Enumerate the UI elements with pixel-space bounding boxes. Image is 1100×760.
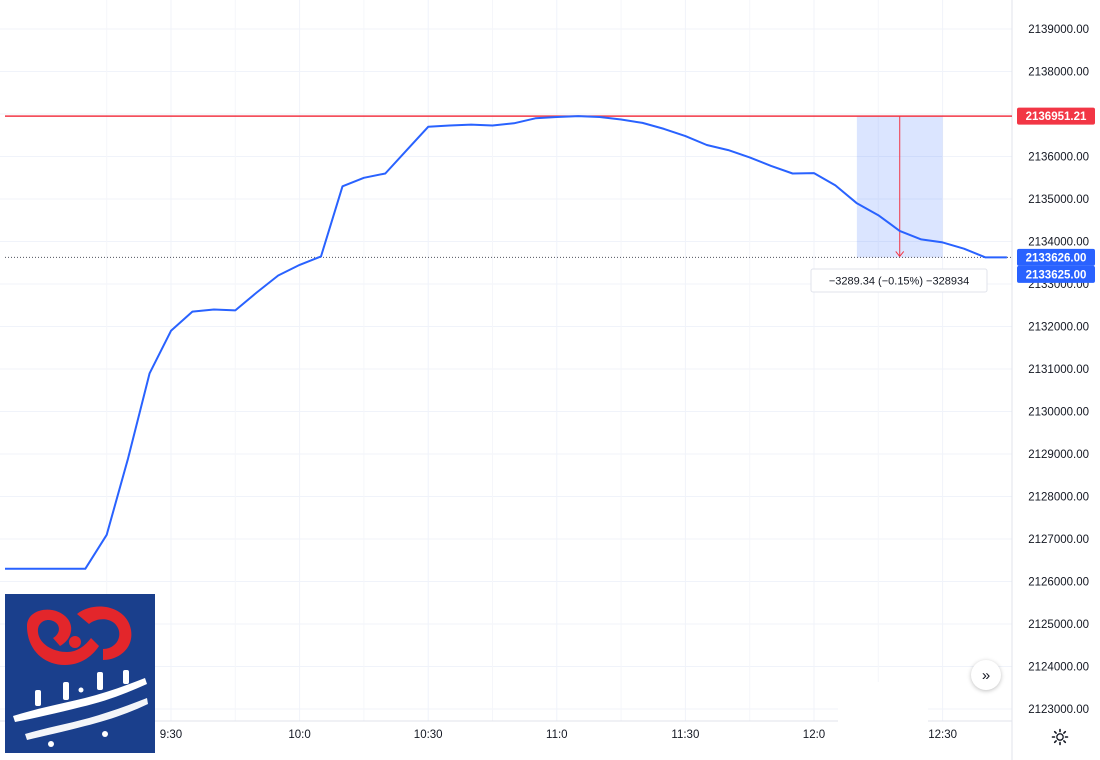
price-tick-label: 2123000.00	[1028, 704, 1089, 716]
horizontal-lines	[5, 115, 1012, 258]
time-tick-label: 10:30	[414, 729, 443, 741]
time-tick-label: 9:30	[160, 729, 182, 741]
price-tick-label: 2127000.00	[1028, 534, 1089, 546]
time-tick-label: 10:0	[288, 729, 310, 741]
measurement-tool[interactable]	[856, 116, 943, 258]
horizontal-line-price-tag: 2136951.21	[1026, 111, 1087, 123]
price-tick-label: 2134000.00	[1028, 237, 1089, 249]
last-price-tag-bg	[1017, 248, 1095, 266]
price-tick-label: 2131000.00	[1028, 364, 1089, 376]
time-tick-label: 11:0	[546, 729, 568, 741]
measurement-label-text: −3289.34 (−0.15%) −328934	[829, 276, 969, 288]
last-price-tag: 2133626.00	[1026, 252, 1087, 264]
price-tick-label: 2136000.00	[1028, 152, 1089, 164]
price-tick-label: 2135000.00	[1028, 194, 1089, 206]
double-chevron-right-icon: »	[981, 666, 991, 684]
price-axis-tags: 2136951.21 2133626.00 2133625.00	[1017, 107, 1095, 283]
chart-settings-button[interactable]	[1049, 726, 1071, 748]
time-axis[interactable]: 9:30 10:0 10:30 11:0 11:30 12:0 12:30	[160, 729, 957, 741]
price-series-line	[5, 115, 1007, 570]
horizontal-line-price-tag-bg	[1017, 107, 1095, 125]
gear-icon	[1051, 728, 1069, 746]
time-tick-label: 11:30	[671, 729, 699, 741]
price-tick-label: 2129000.00	[1028, 449, 1089, 461]
price-tick-label: 2139000.00	[1028, 24, 1089, 36]
mehr-news-logo	[5, 594, 155, 753]
price-tick-label: 2132000.00	[1028, 322, 1089, 334]
measurement-label: −3289.34 (−0.15%) −328934	[810, 268, 988, 293]
measurement-arrow-head	[895, 251, 905, 258]
price-series	[5, 115, 1007, 570]
price-tick-label: 2124000.00	[1028, 662, 1089, 674]
scroll-to-realtime-button[interactable]: »	[971, 660, 1001, 690]
price-tick-label: 2125000.00	[1028, 619, 1089, 631]
time-tick-label: 12:0	[803, 729, 825, 741]
time-axis-mask	[838, 682, 928, 760]
price-axis[interactable]: 2123000.00 2124000.00 2125000.00 2126000.00…	[1028, 24, 1089, 716]
last-price-tag-secondary-bg	[1017, 265, 1095, 283]
measurement-label-box	[810, 268, 988, 293]
price-tick-label: 2128000.00	[1028, 492, 1089, 504]
price-tick-label: 2130000.00	[1028, 407, 1089, 419]
price-tick-label: 2138000.00	[1028, 67, 1089, 79]
chart-grid	[0, 0, 1012, 721]
last-price-tag-secondary: 2133625.00	[1026, 269, 1087, 281]
price-tick-label: 2126000.00	[1028, 577, 1089, 589]
time-tick-label: 12:30	[928, 729, 957, 741]
